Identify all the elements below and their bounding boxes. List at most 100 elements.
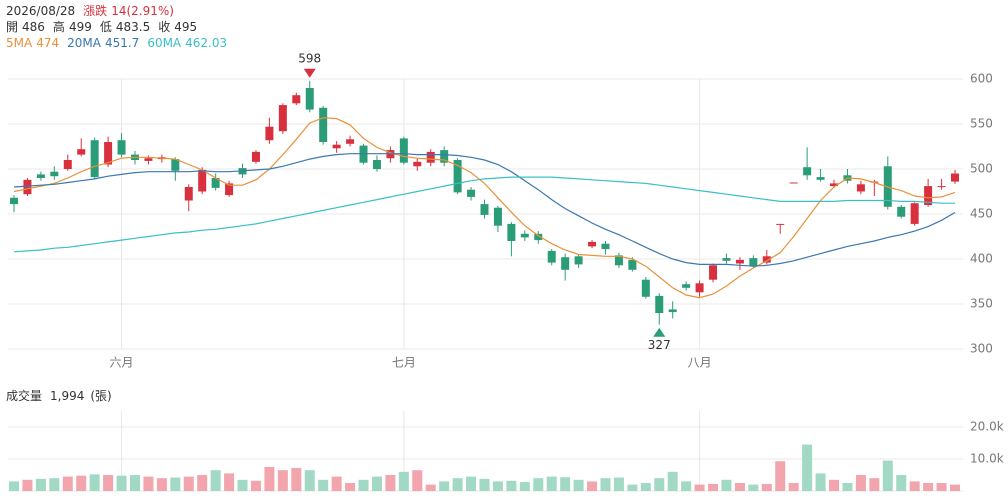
volume-bar: [842, 483, 853, 491]
header-line-2: 開 486 高 499 低 483.5 收 495: [6, 19, 197, 34]
candle-body: [10, 197, 18, 205]
candle-body: [856, 184, 865, 192]
volume-bar: [708, 483, 719, 491]
info-label: 開: [6, 20, 18, 34]
candle-body: [951, 173, 959, 182]
volume-bar: [331, 476, 342, 491]
volume-bar: [371, 476, 382, 491]
volume-bar: [909, 481, 920, 491]
volume-bar: [49, 478, 60, 491]
volume-bar: [815, 473, 826, 491]
volume-bar: [170, 477, 181, 491]
volume-bar: [479, 478, 490, 491]
volume-bar: [452, 478, 463, 491]
volume-bar: [734, 483, 745, 491]
volume-bar: [89, 474, 100, 491]
volume-bar: [129, 475, 140, 491]
x-tick-label: 六月: [110, 356, 134, 370]
candle-body: [493, 207, 502, 226]
info-value: 486: [22, 20, 45, 34]
volume-bar: [855, 475, 866, 491]
volume-bar: [398, 471, 409, 491]
y-tick-label: 350: [970, 297, 993, 311]
y-tick-label: 300: [970, 342, 993, 356]
candle-body: [144, 158, 153, 161]
volume-bar: [345, 483, 356, 491]
volume-bar: [950, 484, 960, 491]
volume-header: 成交量 1,994 (張): [6, 388, 112, 403]
candle-body: [601, 243, 610, 250]
volume-tick-label: 20.0k: [970, 420, 1004, 434]
candle-body: [77, 149, 86, 155]
candle-body: [413, 161, 422, 167]
candle-body: [480, 204, 489, 215]
candle-body: [561, 257, 570, 270]
volume-bar: [788, 483, 799, 491]
candle-body: [198, 169, 207, 192]
info-label: 高: [53, 19, 65, 34]
volume-bar: [143, 476, 154, 491]
candle-body: [117, 140, 126, 155]
y-tick-label: 400: [970, 252, 993, 266]
ma-value: 462.03: [185, 36, 227, 50]
candle-body: [695, 283, 704, 293]
volume-unit: (張): [90, 389, 111, 403]
info-label: 收: [158, 20, 170, 34]
candle-body: [547, 250, 556, 263]
volume-bar: [936, 483, 947, 491]
candle-body: [614, 255, 623, 266]
ma-line: [13, 176, 955, 253]
volume-bar: [22, 479, 33, 491]
volume-bar: [573, 479, 584, 491]
y-tick-label: 500: [970, 162, 993, 176]
date: 2026/08/28: [6, 4, 75, 18]
candle-body: [897, 206, 906, 217]
candle-body: [803, 167, 812, 176]
change-label: 漲跌: [83, 3, 107, 18]
candle-body: [23, 179, 32, 195]
volume-bar: [358, 479, 369, 491]
volume-bar: [923, 483, 934, 491]
volume-bar: [237, 479, 248, 491]
candle-body: [90, 140, 99, 178]
x-tick-label: 七月: [392, 356, 416, 370]
candle-body: [655, 295, 664, 313]
volume-bar: [613, 477, 624, 491]
candle-body: [346, 139, 355, 144]
candle-body: [682, 284, 691, 288]
candle-body: [251, 151, 260, 162]
volume-bar: [896, 475, 907, 491]
ma-name: 5MA: [6, 36, 33, 50]
marks: 598 327: [9, 51, 960, 491]
candle-body: [467, 189, 476, 197]
candle-body: [50, 171, 59, 177]
x-tick-label: 八月: [688, 356, 712, 370]
candle-body: [709, 265, 718, 280]
volume-bar: [35, 478, 46, 491]
volume-bar: [721, 479, 732, 491]
volume-bar: [882, 460, 893, 491]
volume-bar: [654, 478, 665, 491]
info-value: 499: [69, 20, 92, 34]
volume-bar: [519, 482, 530, 491]
candle-body: [816, 177, 825, 180]
candle-body: [265, 126, 274, 141]
candle-body: [426, 151, 435, 163]
candle-body: [668, 309, 677, 313]
high-marker: [303, 68, 316, 78]
volume-bar: [681, 481, 692, 491]
candle-body: [63, 160, 72, 169]
candle-body: [937, 186, 946, 188]
volume-bar: [600, 478, 611, 491]
y-tick-label: 550: [970, 117, 993, 131]
volume-bar: [694, 484, 705, 491]
candle-body: [225, 183, 234, 196]
volume-bar: [829, 479, 840, 491]
candle-body: [453, 160, 462, 193]
candle-body: [749, 258, 758, 267]
candle-body: [534, 233, 543, 241]
volume-bar: [667, 471, 678, 491]
volume-bar: [76, 475, 87, 491]
volume-bar: [250, 480, 261, 491]
